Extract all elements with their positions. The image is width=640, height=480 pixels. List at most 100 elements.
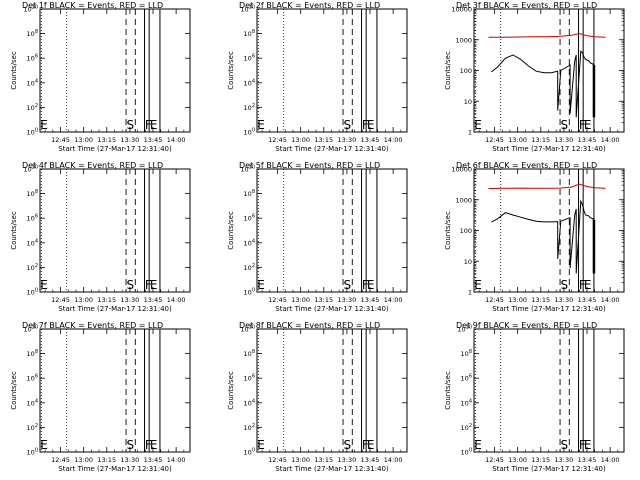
x-tick-label: 13:45 xyxy=(578,296,597,304)
event-marker-label: F xyxy=(145,278,152,292)
plot-frame xyxy=(39,8,191,133)
y-tick-label: 100 xyxy=(244,288,255,297)
x-tick-label: 13:45 xyxy=(144,456,163,464)
event-marker-label: E xyxy=(257,278,265,292)
x-tick-label: 13:45 xyxy=(144,296,163,304)
y-tick-label: 1010 xyxy=(23,165,38,174)
y-axis-label: Counts/sec xyxy=(10,371,18,410)
event-marker-label: E xyxy=(40,118,48,132)
y-tick-label: 106 xyxy=(27,214,38,223)
y-tick-label: 108 xyxy=(27,29,38,38)
event-marker-label: S xyxy=(344,118,352,132)
x-tick-label: 13:15 xyxy=(314,296,333,304)
y-tick-label: 10 xyxy=(464,258,472,266)
panel-title: Det 9f BLACK = Events, RED = LLD xyxy=(456,321,597,330)
y-tick-label: 104 xyxy=(244,398,255,407)
x-axis-label: Start Time (27-Mar-17 12:31:40) xyxy=(275,465,389,473)
x-axis-label: Start Time (27-Mar-17 12:31:40) xyxy=(275,305,389,313)
x-tick-label: 13:15 xyxy=(97,296,116,304)
y-tick-label: 102 xyxy=(244,103,255,112)
x-tick-label: 14:00 xyxy=(601,456,620,464)
y-tick-label: 100 xyxy=(460,67,472,75)
x-axis-label: Start Time (27-Mar-17 12:31:40) xyxy=(58,465,172,473)
plot-frame xyxy=(39,168,191,293)
event-marker-label: E xyxy=(367,278,375,292)
y-tick-label: 106 xyxy=(27,54,38,63)
y-tick-label: 108 xyxy=(244,189,255,198)
detector-panel: Det 1f BLACK = Events, RED = LLD 100 102 10… xyxy=(10,1,191,153)
y-tick-label: 102 xyxy=(461,423,472,432)
x-tick-label: 14:00 xyxy=(601,296,620,304)
y-tick-label: 106 xyxy=(244,54,255,63)
x-tick-label: 12:45 xyxy=(51,456,70,464)
detector-panel: Det 7f BLACK = Events, RED = LLD 100 102 10… xyxy=(10,321,191,473)
plot-frame xyxy=(256,8,408,133)
x-tick-label: 13:00 xyxy=(291,136,310,144)
y-tick-label: 1 xyxy=(468,129,472,137)
event-marker-label: S xyxy=(561,438,569,452)
y-tick-label: 100 xyxy=(27,128,38,137)
x-tick-label: 12:45 xyxy=(485,136,504,144)
y-tick-label: 100 xyxy=(27,448,38,457)
x-tick-label: 13:30 xyxy=(338,296,357,304)
y-axis-label: Counts/sec xyxy=(10,211,18,250)
y-axis-label: Counts/sec xyxy=(227,51,235,90)
y-tick-label: 102 xyxy=(27,423,38,432)
event-marker-label: E xyxy=(474,438,482,452)
y-axis-label: Counts/sec xyxy=(10,51,18,90)
x-axis-label: Start Time (27-Mar-17 12:31:40) xyxy=(58,305,172,313)
event-marker-label: S xyxy=(127,118,135,132)
x-tick-label: 14:00 xyxy=(384,456,403,464)
y-tick-label: 1010 xyxy=(457,325,472,334)
x-axis-label: Start Time (27-Mar-17 12:31:40) xyxy=(492,145,606,153)
x-tick-label: 14:00 xyxy=(167,136,186,144)
x-tick-label: 13:30 xyxy=(121,296,140,304)
y-tick-label: 104 xyxy=(27,238,38,247)
event-marker-label: S xyxy=(561,118,569,132)
y-tick-label: 108 xyxy=(244,349,255,358)
event-marker-label: E xyxy=(584,278,592,292)
event-marker-label: S xyxy=(127,278,135,292)
y-tick-label: 108 xyxy=(27,189,38,198)
y-tick-label: 104 xyxy=(244,238,255,247)
x-tick-label: 12:45 xyxy=(268,296,287,304)
x-tick-label: 13:00 xyxy=(508,456,527,464)
y-tick-label: 1010 xyxy=(240,165,255,174)
plot-frame xyxy=(256,168,408,293)
y-tick-label: 104 xyxy=(461,398,472,407)
y-tick-label: 100 xyxy=(460,227,472,235)
y-tick-label: 1010 xyxy=(23,5,38,14)
detector-panel: Det 8f BLACK = Events, RED = LLD 100 102 10… xyxy=(227,321,408,473)
x-tick-label: 13:45 xyxy=(361,296,380,304)
event-marker-label: F xyxy=(579,438,586,452)
y-tick-label: 1010 xyxy=(240,325,255,334)
x-tick-label: 13:45 xyxy=(144,136,163,144)
x-tick-label: 13:00 xyxy=(291,296,310,304)
x-tick-label: 13:15 xyxy=(531,296,550,304)
panel-title: Det 6f BLACK = Events, RED = LLD xyxy=(456,161,597,170)
y-tick-label: 102 xyxy=(27,103,38,112)
x-tick-label: 13:15 xyxy=(314,136,333,144)
detector-panel: Det 5f BLACK = Events, RED = LLD 100 102 10… xyxy=(227,161,408,313)
y-tick-label: 102 xyxy=(244,423,255,432)
events-series-line xyxy=(491,50,596,118)
x-axis-label: Start Time (27-Mar-17 12:31:40) xyxy=(492,465,606,473)
x-tick-label: 14:00 xyxy=(601,136,620,144)
event-marker-label: S xyxy=(344,278,352,292)
y-tick-label: 100 xyxy=(244,448,255,457)
y-tick-label: 1000 xyxy=(455,196,472,204)
x-tick-label: 13:00 xyxy=(508,296,527,304)
event-marker-label: S xyxy=(127,438,135,452)
y-axis-label: Counts/sec xyxy=(444,211,452,250)
event-marker-label: E xyxy=(40,438,48,452)
x-tick-label: 13:00 xyxy=(74,456,93,464)
event-marker-label: E xyxy=(257,118,265,132)
y-tick-label: 10 xyxy=(464,98,472,106)
event-marker-label: F xyxy=(362,438,369,452)
x-tick-label: 12:45 xyxy=(268,456,287,464)
plot-frame xyxy=(256,328,408,453)
panel-title: Det 4f BLACK = Events, RED = LLD xyxy=(22,161,163,170)
detector-panel: Det 9f BLACK = Events, RED = LLD 100 102 10… xyxy=(444,321,625,473)
x-tick-label: 13:00 xyxy=(508,136,527,144)
